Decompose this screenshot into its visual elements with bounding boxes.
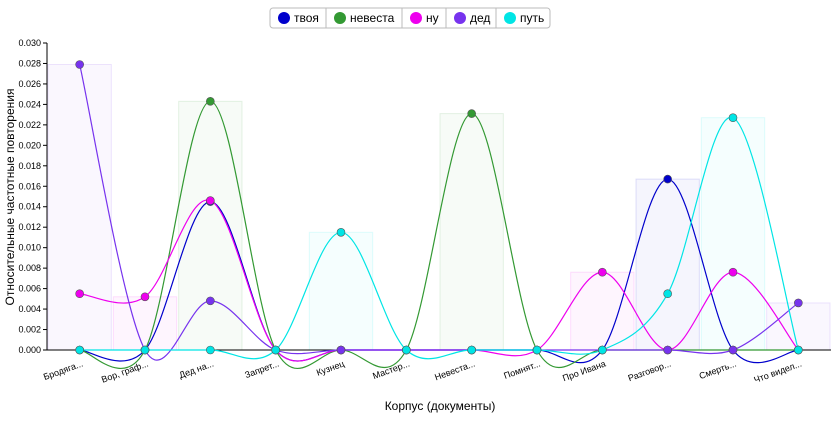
x-tick-label: Помнят... xyxy=(502,358,541,380)
x-tick-label: Бродяга... xyxy=(42,358,84,382)
y-tick-label: 0.022 xyxy=(18,120,41,130)
legend-label: твоя xyxy=(294,11,319,25)
y-tick-label: 0.028 xyxy=(18,58,41,68)
legend-swatch xyxy=(504,12,516,24)
bar-11 xyxy=(700,117,766,351)
bar-2 xyxy=(112,296,178,351)
y-tick-label: 0.004 xyxy=(18,304,41,314)
data-point-s5-c12[interactable] xyxy=(794,345,803,355)
x-tick-label: Вор, граф... xyxy=(100,358,150,384)
y-tick-label: 0.014 xyxy=(18,202,41,212)
legend-swatch xyxy=(334,12,346,24)
x-tick-label: Кузнец xyxy=(315,358,346,377)
data-point-s1-c10[interactable] xyxy=(663,174,672,184)
y-tick-label: 0.008 xyxy=(18,263,41,273)
data-point-s5-c10[interactable] xyxy=(663,289,672,299)
legend-item-5[interactable]: путь xyxy=(495,8,544,28)
legend-label: путь xyxy=(520,11,544,25)
legend-swatch xyxy=(278,12,290,24)
legend-label: дед xyxy=(470,11,490,25)
y-tick-label: 0.010 xyxy=(18,243,41,253)
legend-item-1[interactable]: твоя xyxy=(278,11,319,25)
data-point-s5-c3[interactable] xyxy=(206,345,215,355)
legend-label: невеста xyxy=(350,11,395,25)
x-tick-label: Разговор... xyxy=(627,358,673,383)
data-point-s5-c5[interactable] xyxy=(336,228,346,237)
bar-5 xyxy=(308,231,374,351)
legend-label: ну xyxy=(426,11,439,25)
legend-swatch xyxy=(454,12,466,24)
legend-item-4[interactable]: дед xyxy=(445,8,490,28)
x-axis-title: Корпус (документы) xyxy=(385,399,496,413)
x-tick-label: Смерть... xyxy=(698,358,738,381)
bar-7 xyxy=(439,113,504,351)
data-point-s2-c3[interactable] xyxy=(206,97,215,106)
series-points xyxy=(75,60,803,355)
data-point-s4-c5[interactable] xyxy=(336,345,346,355)
y-tick-label: 0.006 xyxy=(18,284,41,294)
data-point-s4-c3[interactable] xyxy=(206,296,215,306)
bar-1 xyxy=(47,63,112,351)
series-line-5[interactable] xyxy=(79,117,799,360)
data-point-s5-c8[interactable] xyxy=(532,345,542,355)
legend-swatch xyxy=(410,12,422,24)
data-point-s5-c7[interactable] xyxy=(467,345,476,355)
legend-item-3[interactable]: ну xyxy=(401,8,439,28)
x-tick-label: Дед на... xyxy=(178,358,215,380)
data-point-s3-c11[interactable] xyxy=(728,267,738,277)
data-point-s2-c7[interactable] xyxy=(467,109,476,118)
data-point-s3-c9[interactable] xyxy=(598,267,607,277)
y-tick-label: 0.026 xyxy=(18,79,41,89)
data-point-s3-c2[interactable] xyxy=(140,292,150,302)
legend: твоя невеста ну дед путь xyxy=(269,7,551,29)
y-tick-label: 0.030 xyxy=(18,38,41,48)
y-axis-title: Относительные частотные повторения xyxy=(3,89,17,306)
data-point-s5-c11[interactable] xyxy=(728,113,738,123)
y-tick-label: 0.018 xyxy=(18,161,41,171)
data-point-s5-c6[interactable] xyxy=(402,345,411,355)
data-point-s5-c9[interactable] xyxy=(598,345,607,355)
y-tick-label: 0.024 xyxy=(18,99,41,109)
x-tick-label: Невеста... xyxy=(433,358,476,382)
data-point-s5-c4[interactable] xyxy=(271,345,280,355)
data-point-s3-c1[interactable] xyxy=(75,289,84,299)
data-point-s4-c11[interactable] xyxy=(728,345,738,355)
bar-9 xyxy=(570,271,635,351)
y-tick-label: 0.016 xyxy=(18,181,41,191)
x-tick-label: Запрет... xyxy=(243,358,280,380)
y-tick-label: 0.000 xyxy=(18,345,41,355)
data-point-s5-c2[interactable] xyxy=(140,345,150,355)
y-tick-label: 0.020 xyxy=(18,140,41,150)
bar-12 xyxy=(766,302,831,351)
legend-item-2[interactable]: невеста xyxy=(325,8,395,28)
data-point-s4-c12[interactable] xyxy=(794,298,803,308)
y-tick-label: 0.012 xyxy=(18,222,41,232)
background-bars xyxy=(47,63,831,351)
data-point-s4-c1[interactable] xyxy=(75,60,84,69)
data-point-s4-c10[interactable] xyxy=(663,345,672,355)
data-point-s3-c3[interactable] xyxy=(206,196,215,205)
y-tick-label: 0.002 xyxy=(18,325,41,335)
data-point-s5-c1[interactable] xyxy=(75,345,84,355)
x-tick-label: Мастер... xyxy=(371,358,411,381)
